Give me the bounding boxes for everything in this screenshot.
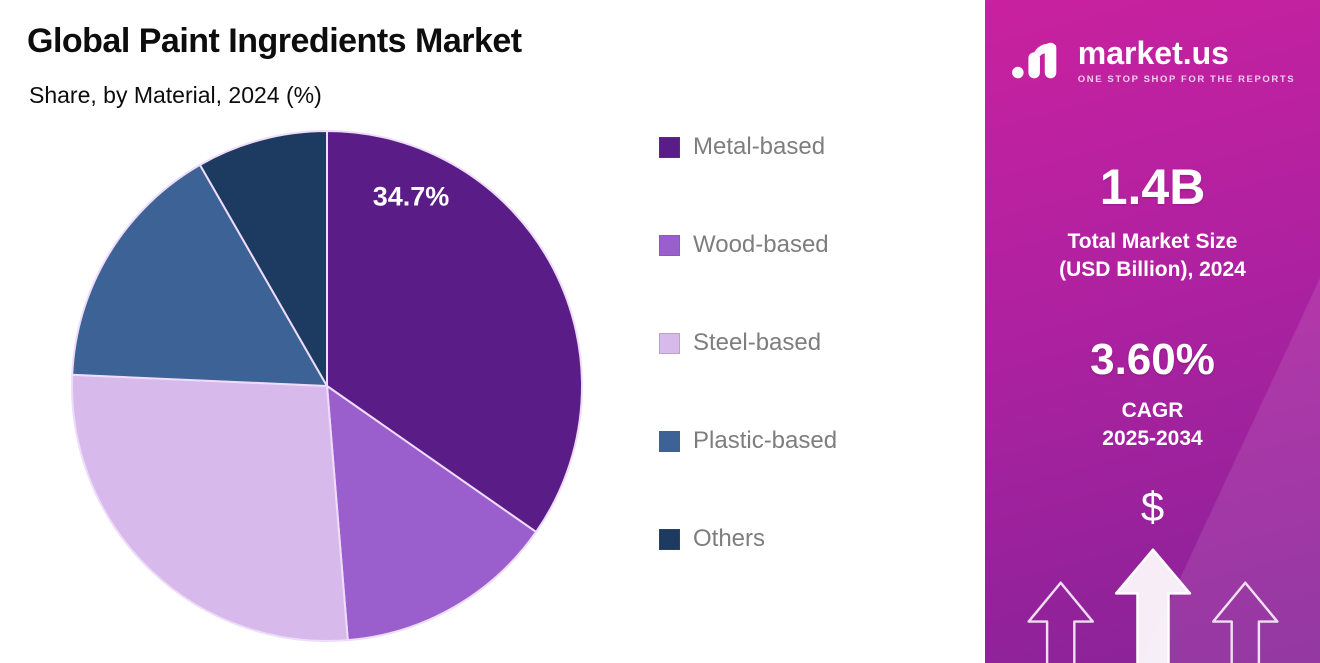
legend-label: Steel-based (693, 329, 822, 356)
stat-caption-line: CAGR (1121, 398, 1184, 422)
stat-cagr-caption: CAGR 2025-2034 (1102, 397, 1202, 454)
legend-item-others: Others (659, 525, 837, 553)
legend-item-steel-based: Steel-based (659, 329, 837, 357)
brand-name: market.us (1077, 35, 1229, 72)
brand-panel: market.us ONE STOP SHOP FOR THE REPORTS … (985, 0, 1320, 663)
stat-cagr-value: 3.60% (1090, 334, 1215, 384)
chart-legend: Metal-based Wood-based Steel-based Plastic-… (659, 133, 837, 623)
stat-market-size-value: 1.4B (1099, 159, 1206, 215)
dollar-icon: $ (1140, 483, 1165, 531)
legend-item-plastic-based: Plastic-based (659, 427, 837, 455)
chart-title: Global Paint Ingredients Market (27, 22, 522, 60)
stat-caption-line: 2025-2034 (1102, 427, 1203, 451)
pie-slice-metal-based (326, 129, 583, 534)
chart-subtitle: Share, by Material, 2024 (%) (29, 82, 322, 108)
legend-swatch (659, 136, 680, 158)
legend-swatch (659, 430, 680, 452)
pie-chart: 34.7% (71, 129, 583, 642)
growth-arrows-icon (1026, 548, 1279, 663)
pie-slice-steel-based (71, 373, 349, 642)
legend-label: Others (693, 525, 766, 552)
legend-label: Wood-based (693, 231, 829, 258)
legend-label: Plastic-based (693, 427, 838, 454)
brand-text: market.us ONE STOP SHOP FOR THE REPORTS (1078, 37, 1295, 85)
pie-slice-others (198, 129, 328, 390)
stat-caption-line: Total Market Size (1067, 230, 1238, 253)
legend-label: Metal-based (693, 133, 826, 160)
legend-item-metal-based: Metal-based (659, 133, 837, 161)
brand-row: market.us ONE STOP SHOP FOR THE REPORTS (1010, 36, 1295, 86)
legend-swatch (659, 234, 680, 256)
pie-data-label: 34.7% (373, 182, 450, 212)
legend-item-wood-based: Wood-based (659, 231, 837, 259)
legend-swatch (659, 528, 680, 550)
legend-swatch (659, 332, 680, 354)
brand-tagline: ONE STOP SHOP FOR THE REPORTS (1077, 73, 1296, 85)
stat-market-size-caption: Total Market Size (USD Billion), 2024 (1059, 228, 1246, 285)
market-us-logo-icon (1011, 42, 1057, 79)
stat-caption-line: (USD Billion), 2024 (1059, 258, 1246, 282)
pie-slice-wood-based (325, 383, 538, 642)
pie-slice-plastic-based (71, 163, 329, 388)
